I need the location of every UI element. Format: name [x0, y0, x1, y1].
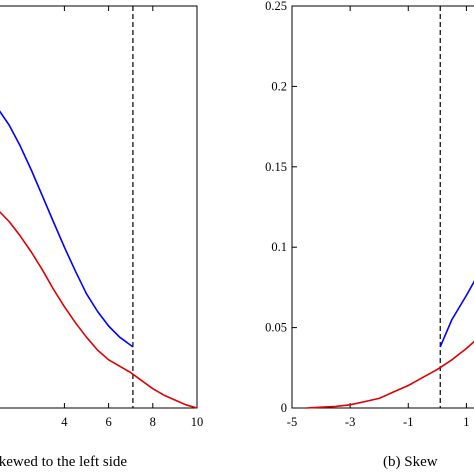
panel-a: 4 6 8 10 (a) Skewed to the left side: [0, 5, 204, 470]
panel-a-series-red-line: [0, 211, 198, 409]
panel-b-plot-frame: [291, 5, 474, 409]
panel-a-caption: (a) Skewed to the left side: [0, 454, 127, 470]
panel-b-x-tick-label: -5: [287, 415, 297, 429]
panel-b-x-tick-label: -3: [345, 415, 355, 429]
panel-a-x-tick-label: 10: [191, 415, 204, 429]
panel-a-x-tick-label: 4: [61, 415, 68, 429]
panel-a-x-tick-label: 6: [105, 415, 111, 429]
panel-b-caption: (b) Skew: [383, 454, 438, 470]
panel-b-x-tick-label: -1: [403, 415, 413, 429]
panel-b-series-blue-line: [439, 280, 474, 348]
panel-b-y-tick-label: 0.1: [271, 240, 287, 254]
panel-b-series-red-line: [306, 340, 474, 409]
panel-a-x-tick-label: 8: [150, 415, 156, 429]
panel-b-x-tick-label: 1: [463, 415, 469, 429]
panel-b: -5 -3 -1 1 0 0.05 0.1 0.15 0.2 0.25 (b) Skew: [265, 0, 474, 470]
panel-a-series-blue-line: [0, 110, 134, 348]
panel-b-y-tick-label: 0.15: [265, 160, 287, 174]
panel-b-y-tick-label: 0: [281, 401, 287, 415]
panel-b-y-tick-label: 0.25: [265, 0, 287, 13]
panel-b-y-tick-label: 0.2: [271, 79, 287, 93]
panel-b-y-tick-label: 0.05: [265, 321, 287, 335]
panel-a-plot-frame: [0, 5, 198, 409]
